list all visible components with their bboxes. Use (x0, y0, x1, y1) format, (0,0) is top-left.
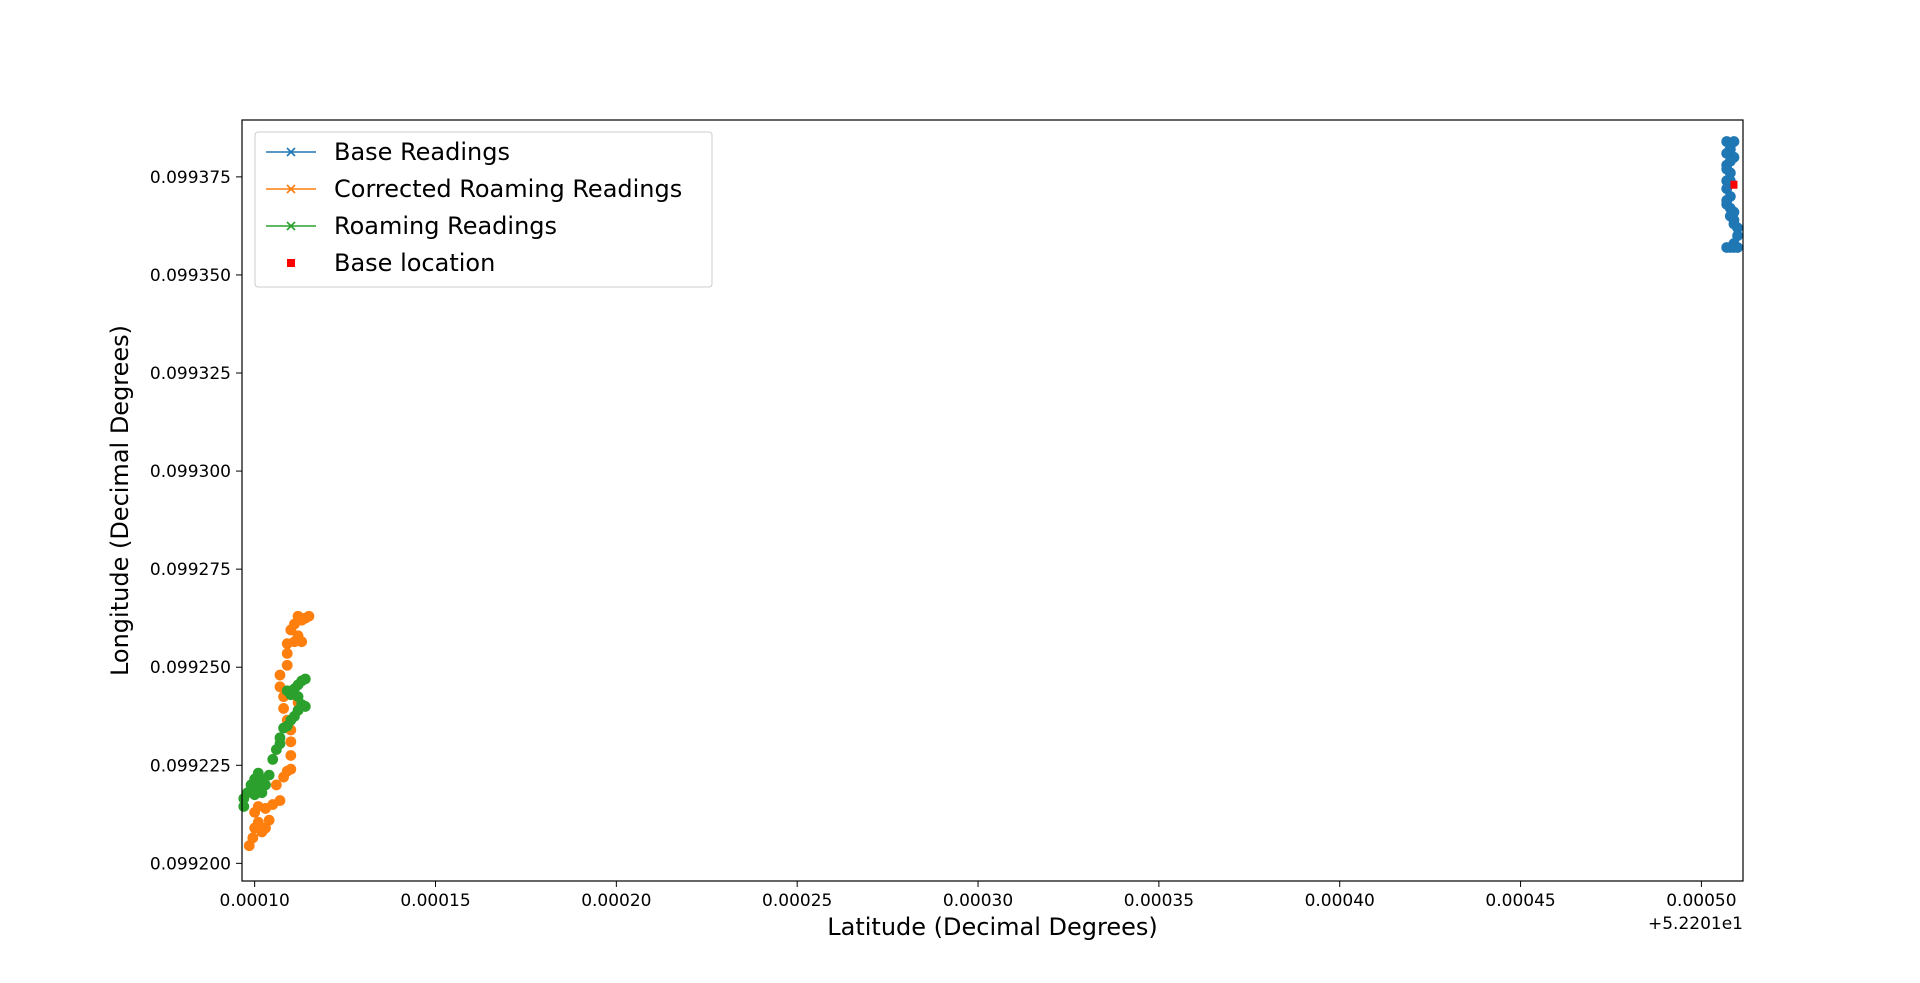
data-point (274, 732, 286, 744)
x-tick-label: 0.00050 (1666, 891, 1736, 911)
data-point (299, 673, 311, 685)
data-point (285, 750, 297, 761)
legend-label: Base location (334, 249, 495, 277)
data-point (285, 689, 297, 701)
data-point (1728, 242, 1740, 253)
data-point (274, 669, 286, 681)
x-tick-label: 0.00015 (400, 891, 470, 911)
series-roaming-readings (238, 673, 311, 812)
x-tick-label: 0.00035 (1124, 891, 1194, 911)
data-point (292, 610, 304, 622)
data-point (296, 636, 308, 648)
data-point (299, 701, 311, 712)
x-axis-label: Latitude (Decimal Degrees) (827, 913, 1157, 941)
legend-item: Base Readings (266, 138, 510, 166)
y-axis-label: Longitude (Decimal Degrees) (106, 325, 134, 676)
y-tick-label: 0.099350 (150, 266, 231, 286)
legend-label: Base Readings (334, 138, 510, 166)
data-point (263, 814, 275, 826)
x-tick-label: 0.00025 (762, 891, 832, 911)
y-tick-label: 0.099200 (150, 854, 231, 874)
data-point (1721, 163, 1733, 175)
series-base-readings (1721, 136, 1743, 253)
legend: Base Readings Corrected Roaming Readings R… (254, 131, 713, 288)
legend-item: Roaming Readings (266, 212, 557, 240)
x-tick-label: 0.00030 (943, 891, 1013, 911)
legend-x-marker (286, 184, 296, 194)
data-point (281, 659, 293, 671)
legend-box (254, 131, 713, 288)
y-tick-label: 0.099275 (150, 560, 231, 580)
legend-item: Corrected Roaming Readings (266, 175, 682, 203)
data-point (267, 753, 279, 765)
legend-label: Corrected Roaming Readings (334, 175, 682, 203)
y-tick-label: 0.099225 (150, 756, 231, 776)
data-point (285, 763, 297, 775)
data-point (285, 736, 297, 748)
data-point (1724, 202, 1736, 214)
x-tick-label: 0.00020 (581, 891, 651, 911)
x-offset-label: +5.2201e1 (1648, 914, 1743, 934)
data-point (263, 769, 275, 781)
data-point (270, 779, 282, 791)
y-tick-label: 0.099250 (150, 658, 231, 678)
x-tick-label: 0.00010 (220, 891, 290, 911)
x-tick-label: 0.00040 (1305, 891, 1375, 911)
data-point (274, 795, 286, 806)
base-location-marker (1730, 180, 1738, 189)
data-point (303, 610, 315, 622)
data-point (252, 816, 264, 828)
series-layer (238, 136, 1743, 852)
y-tick-label: 0.099300 (150, 462, 231, 482)
series-corrected-roaming-readings (243, 610, 315, 852)
data-point (247, 832, 259, 844)
data-point (252, 781, 264, 793)
legend-square-marker (287, 259, 295, 267)
x-tick-label: 0.00045 (1485, 891, 1555, 911)
legend-x-marker (286, 147, 296, 157)
legend-item: Base location (287, 249, 495, 277)
legend-x-marker (286, 221, 296, 231)
data-point (281, 648, 293, 659)
axis-ticks: 0.00010 0.00015 0.00020 0.00025 0.00030 0.000… (150, 168, 1737, 911)
data-point (249, 806, 261, 818)
legend-label: Roaming Readings (334, 212, 557, 240)
axes-frame (241, 119, 1744, 882)
y-tick-label: 0.099375 (150, 168, 231, 188)
y-tick-label: 0.099325 (150, 364, 231, 384)
data-point (278, 703, 289, 714)
